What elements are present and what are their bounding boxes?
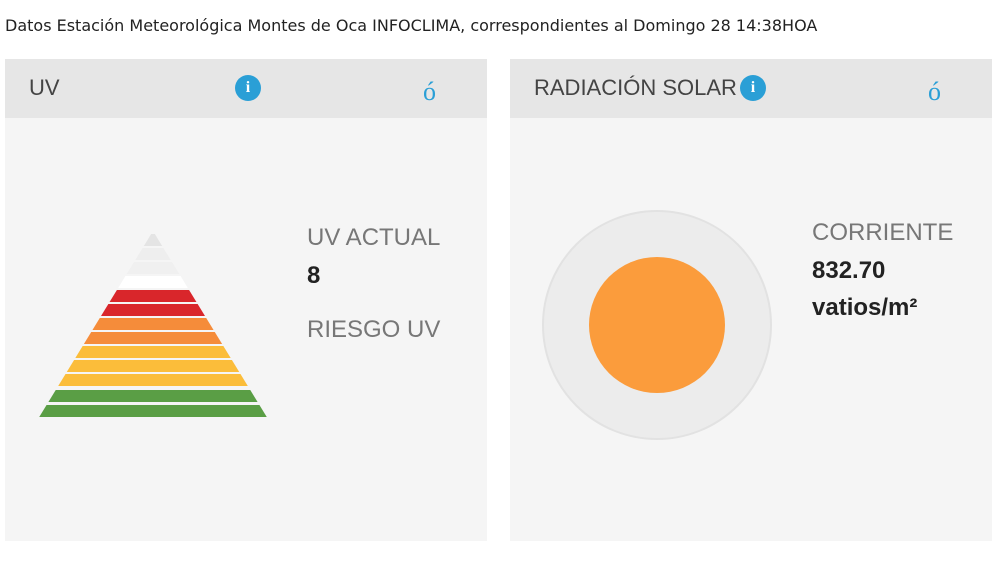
info-icon[interactable]: i <box>235 75 261 101</box>
solar-panel: RADIACIÓN SOLAR i ó CORRIENTE 832.70 vat… <box>510 59 992 541</box>
uv-current-label: UV ACTUAL <box>307 224 441 251</box>
toggle-icon[interactable]: ó <box>423 77 436 106</box>
toggle-icon[interactable]: ó <box>928 77 941 106</box>
uv-risk-label: RIESGO UV <box>307 316 441 343</box>
solar-unit: vatios/m² <box>812 294 918 321</box>
uv-current-value: 8 <box>307 262 321 289</box>
page-title: Datos Estación Meteorológica Montes de O… <box>5 16 818 35</box>
panel-title: RADIACIÓN SOLAR <box>534 75 737 100</box>
info-icon[interactable]: i <box>740 75 766 101</box>
uv-scale <box>38 234 268 417</box>
solar-current-value: 832.70 <box>812 257 886 284</box>
panel-title: UV <box>29 75 60 100</box>
sun-graphic <box>542 210 772 440</box>
solar-current-label: CORRIENTE <box>812 219 954 246</box>
uv-panel: UV i ó UV ACTUAL 8 RIESGO UV <box>5 59 487 541</box>
